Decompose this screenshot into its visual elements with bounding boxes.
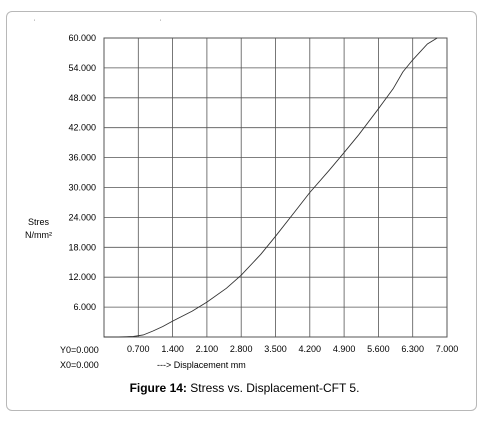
x-tick-label: 1.400 — [161, 344, 184, 354]
decorative-dot: ' — [160, 20, 162, 26]
chart-grid — [103, 37, 448, 338]
figure-caption: Figure 14: Stress vs. Displacement-CFT 5… — [0, 381, 489, 395]
x-tick-label: 5.600 — [367, 344, 390, 354]
x-tick-label: 6.300 — [401, 344, 424, 354]
origin-x-label: X0=0.000 — [60, 360, 99, 370]
caption-figure-number: Figure 14: — [129, 381, 187, 395]
x-tick-label: 2.800 — [230, 344, 253, 354]
x-tick-label: 7.000 — [436, 344, 459, 354]
y-tick-label: 18.000 — [68, 242, 96, 252]
y-axis-label-line1: Stres — [27, 217, 49, 227]
x-tick-label: 4.900 — [333, 344, 356, 354]
x-axis-label: ---> Displacement mm — [157, 360, 246, 370]
y-tick-label: 48.000 — [68, 93, 96, 103]
y-tick-label: 24.000 — [68, 212, 96, 222]
x-tick-label: 2.100 — [196, 344, 219, 354]
x-tick-label: 3.500 — [264, 344, 287, 354]
y-axis-label-line2: N/mm² — [25, 230, 52, 240]
y-tick-label: 54.000 — [68, 63, 96, 73]
y-tick-label: 60.000 — [68, 33, 96, 43]
y-axis-label: Stres N/mm² — [25, 216, 52, 242]
y-tick-label: 36.000 — [68, 153, 96, 163]
x-tick-label: 4.200 — [299, 344, 322, 354]
caption-text: Stress vs. Displacement-CFT 5. — [186, 381, 360, 395]
y-tick-label: 42.000 — [68, 123, 96, 133]
stress-curve — [104, 37, 438, 338]
decorative-dot: ' — [34, 20, 36, 26]
y-tick-label: 6.000 — [73, 302, 96, 312]
y-tick-labels: 6.000 12.000 18.000 24.000 30.000 36.000 42.00… — [68, 33, 96, 312]
origin-y-label: Y0=0.000 — [60, 345, 99, 355]
x-tick-label: 0.700 — [127, 344, 150, 354]
y-tick-label: 30.000 — [68, 183, 96, 193]
x-tick-labels: 0.700 1.400 2.100 2.800 3.500 4.200 4.900 5.600… — [127, 344, 458, 354]
y-tick-label: 12.000 — [68, 272, 96, 282]
